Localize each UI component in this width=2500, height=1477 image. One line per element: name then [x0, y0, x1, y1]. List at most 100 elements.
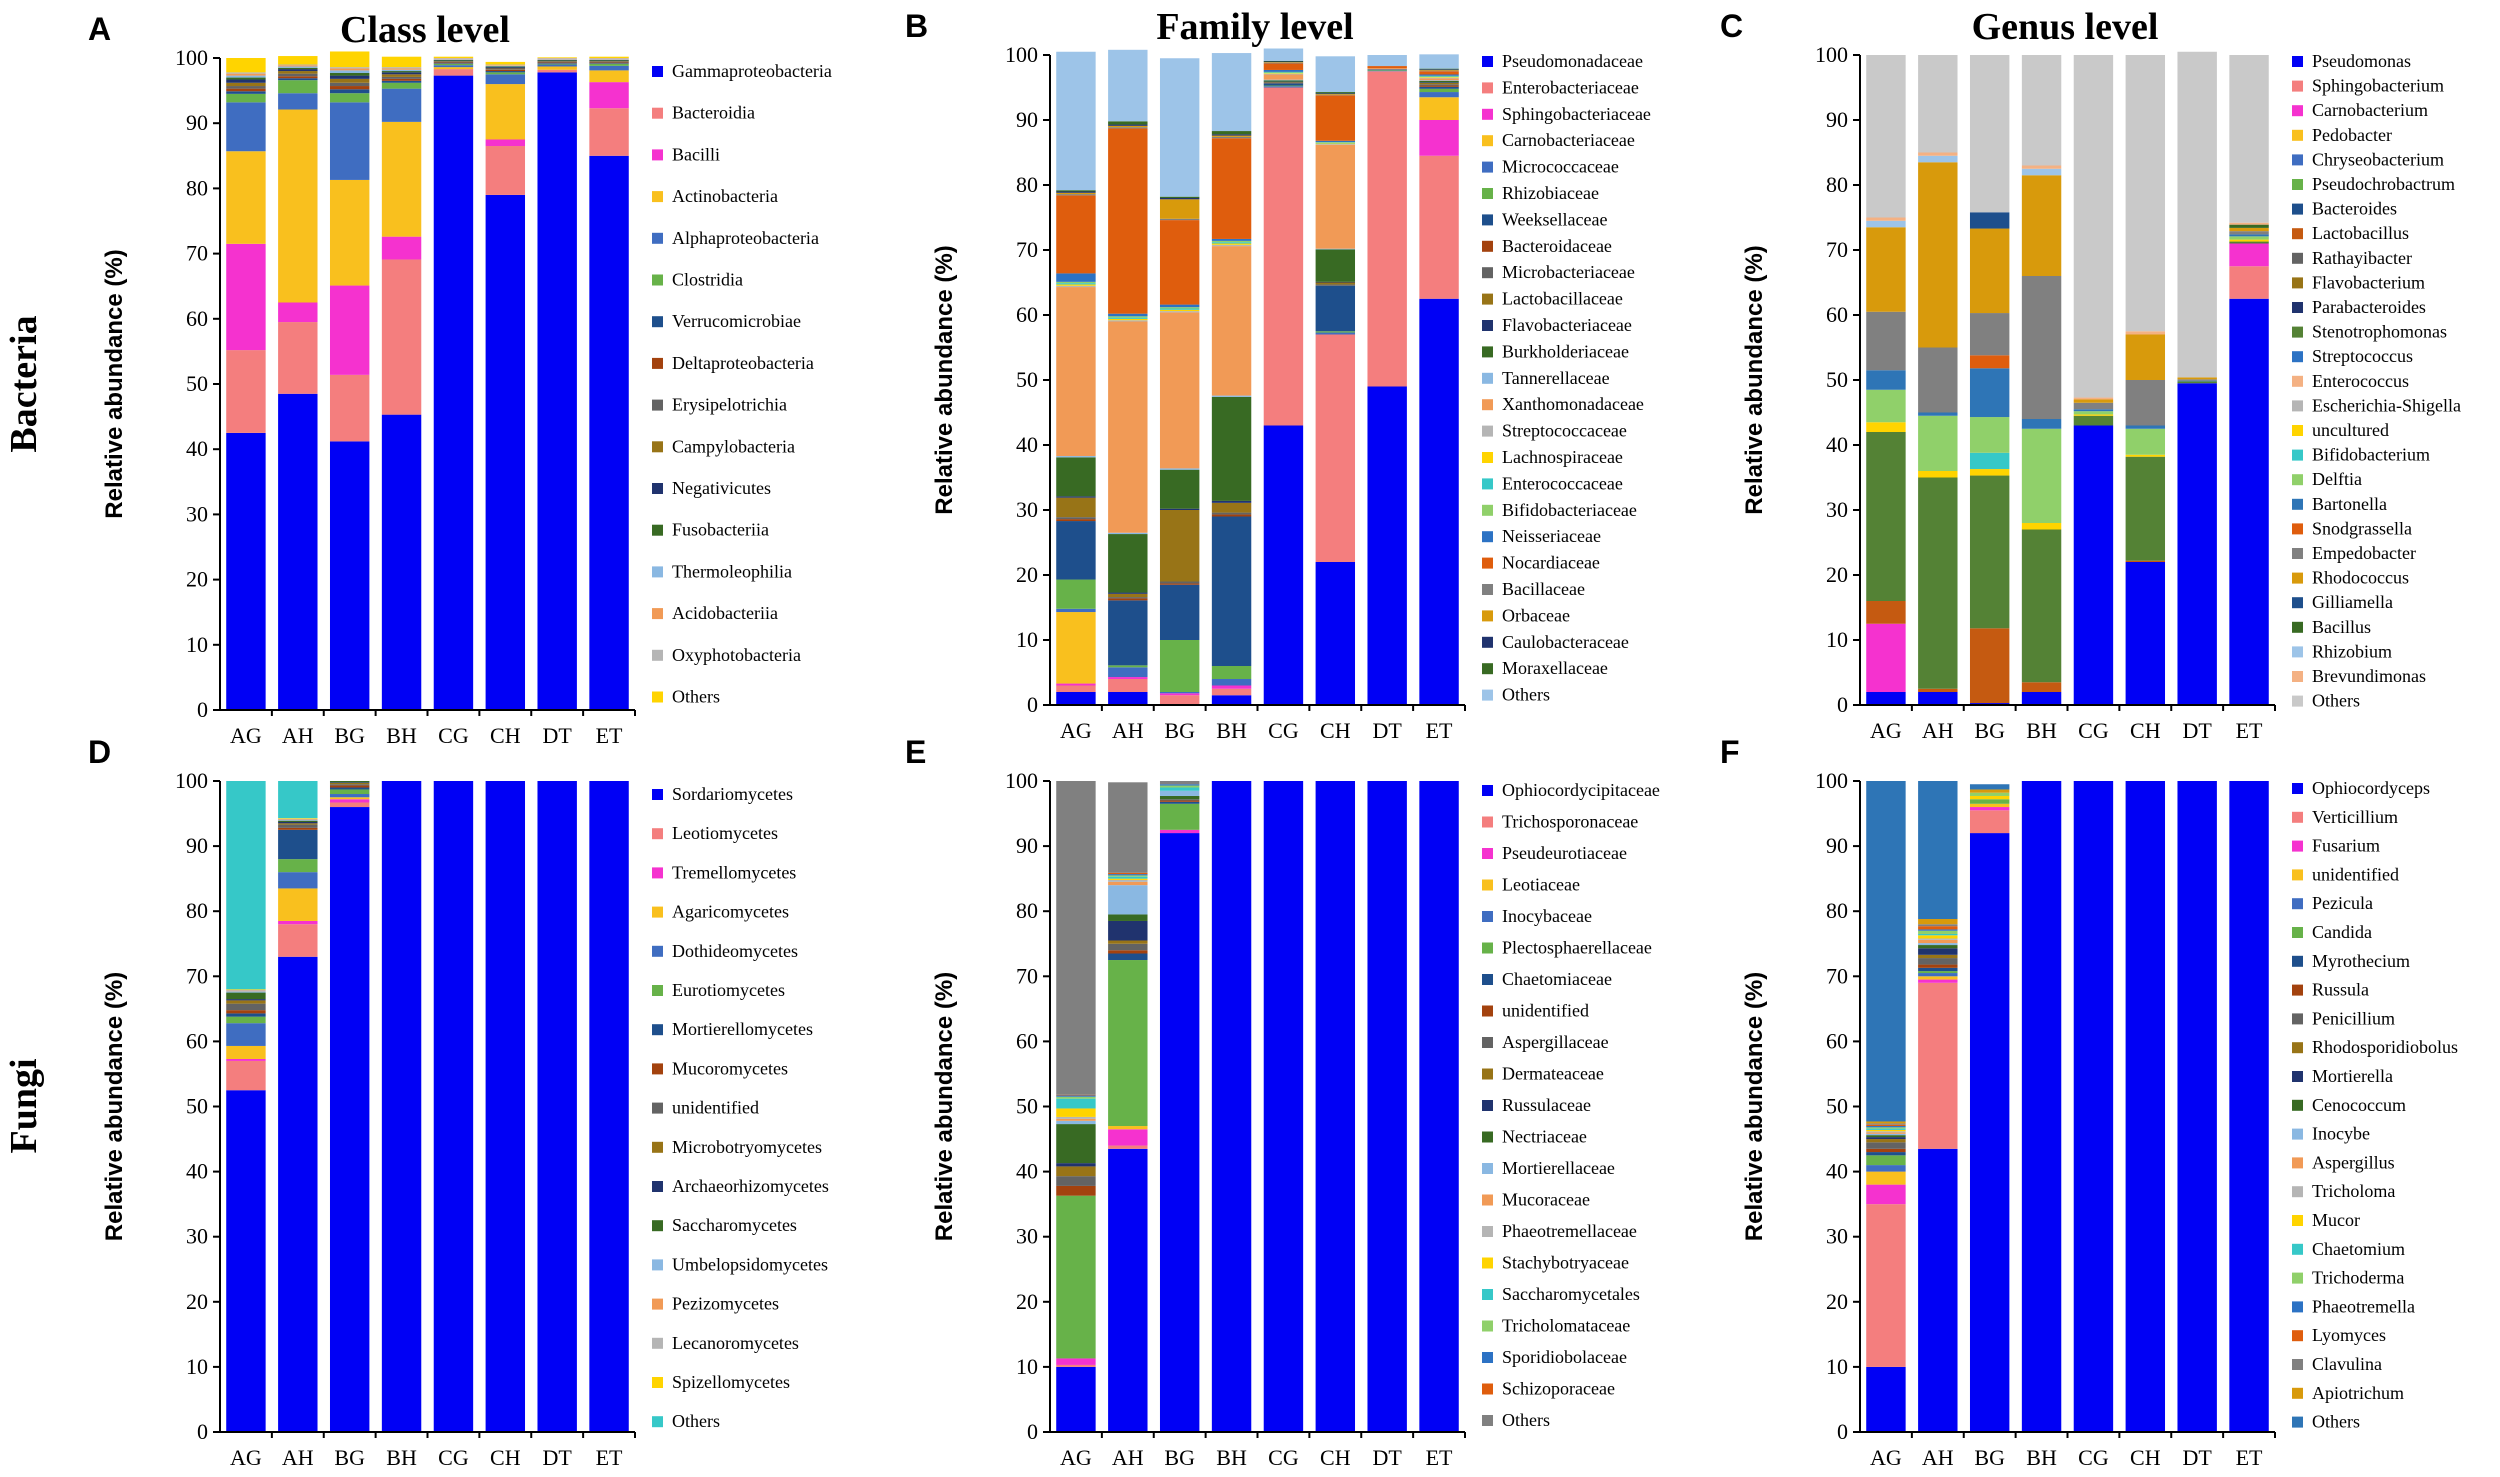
bar-ah-lyomyces — [1918, 926, 1958, 930]
bar-ah-pezicula — [1918, 973, 1958, 977]
bar-et-nocardiaceae — [1419, 71, 1459, 75]
bar-cg-verrucomicrobiae — [433, 63, 474, 64]
bar-et-bacteroidia — [589, 108, 629, 156]
row-labels: Bacteria Fungi — [3, 315, 45, 1153]
bar-ag-bartonella — [1866, 370, 1906, 390]
bar-bg-bacilli — [329, 285, 370, 375]
bar-ah-eurotiomycetes — [278, 859, 318, 873]
legend-label-enterobacteriaceae: Enterobacteriaceae — [1502, 77, 1639, 97]
bar-ah-tricholomataceae — [1108, 875, 1148, 877]
bar-bg-others — [1159, 58, 1200, 197]
bar-bh-xanthomonadaceae — [1211, 246, 1252, 396]
bar-ag-mucoromycetes — [226, 1010, 266, 1014]
legend-swatch-enterococcaceae — [1482, 478, 1493, 490]
bar-ah-stenotrophomonas — [1918, 477, 1958, 689]
bar-ag-apiotrichum — [1866, 1121, 1906, 1124]
legend-swatch-bifidobacterium — [2292, 449, 2303, 461]
bar-ah-others — [1918, 781, 1958, 920]
bar-ah-umbelopsidomycetes — [278, 820, 318, 821]
bar-cg-brevundimonas — [2073, 397, 2114, 400]
y-axis-title: Relative abundance (%) — [101, 972, 128, 1241]
bar-et-stenotrophomonas — [2229, 241, 2269, 244]
bar-ah-tricholoma — [1918, 938, 1958, 940]
panel-letter-c: C — [1720, 8, 1743, 44]
y-tick-label-90: 90 — [1826, 107, 1848, 132]
y-tick-label-10: 10 — [186, 1354, 208, 1379]
bar-cg-ophiocordycipitaceae — [1263, 781, 1304, 1432]
bar-cg-xanthomonadaceae — [1263, 74, 1304, 80]
panel-letter-f: F — [1720, 734, 1740, 770]
bar-ch-weeksellaceae — [1315, 285, 1356, 332]
bar-bg-bifidobacteriaceae — [1159, 307, 1200, 309]
bar-dt-enterobacteriaceae — [1367, 71, 1407, 387]
bar-ah-pseudomonas — [1918, 692, 1958, 705]
legend-label-aspergillaceae: Aspergillaceae — [1502, 1032, 1609, 1052]
bar-dt-fusobacteriia — [537, 59, 577, 61]
bar-ag-clavulina — [1866, 1123, 1906, 1125]
bar-bg-snodgrassella — [1969, 355, 2010, 369]
bar-ch-lactobacillus — [2125, 560, 2166, 562]
bar-ah-agaricomycetes — [278, 888, 318, 921]
bar-dt-acidobacteriia — [537, 58, 577, 60]
bar-bg-mucoromycetes — [329, 785, 370, 788]
bar-ah-microbacteriaceae — [1108, 597, 1148, 599]
y-tick-label-100: 100 — [1005, 768, 1038, 793]
x-tick-label-ch: CH — [1320, 1445, 1351, 1470]
bar-ah-pezizomycetes — [278, 819, 318, 821]
bar-dt-clostridia — [537, 63, 577, 65]
bar-ah-penicillium — [1918, 958, 1958, 965]
legend-swatch-russulaceae — [1482, 1100, 1493, 1111]
bar-bg-xanthomonadaceae — [1159, 312, 1200, 469]
row-label-bacteria: Bacteria — [3, 315, 45, 452]
bar-dt-micrococcaceae — [1367, 70, 1407, 72]
y-tick-label-0: 0 — [1837, 692, 1848, 717]
bar-ch-orbaceae — [1315, 94, 1356, 95]
legend-swatch-plectosphaerellaceae — [1482, 942, 1493, 954]
bar-bg-leotiomycetes — [329, 802, 370, 808]
bar-bh-ophiocordycipitaceae — [1211, 781, 1252, 1432]
bar-et-sphingobacterium — [2229, 266, 2269, 299]
bar-ah-russulaceae — [1108, 920, 1148, 941]
x-tick-label-dt: DT — [543, 1445, 573, 1470]
bar-cg-deltaproteobacteria — [433, 62, 474, 64]
legend-swatch-penicillium — [2292, 1013, 2303, 1025]
x-tick-label-ch: CH — [1320, 718, 1351, 743]
bar-bh-sphingobacteriaceae — [1211, 685, 1252, 689]
bar-ah-nectriaceae — [1108, 914, 1148, 921]
legend-label-phaeotremellaceae: Phaeotremellaceae — [1502, 1221, 1637, 1241]
y-tick-label-10: 10 — [1016, 627, 1038, 652]
bar-ah-lactobacillus — [1918, 688, 1958, 692]
bar-cg-orbaceae — [1263, 62, 1304, 63]
legend-label-mortierellomycetes: Mortierellomycetes — [672, 1019, 813, 1039]
y-tick-label-40: 40 — [1016, 1159, 1038, 1184]
bar-ah-rhizobium — [1918, 155, 1958, 163]
legend-swatch-campylobacteria — [652, 441, 663, 453]
bar-ch-rhizobiaceae — [1315, 331, 1356, 333]
y-tick-label-90: 90 — [1016, 833, 1038, 858]
legend-label-dermateaceae: Dermateaceae — [1502, 1064, 1604, 1084]
bar-et-bacilli — [589, 82, 629, 109]
y-tick-label-0: 0 — [1837, 1419, 1848, 1444]
legend-swatch-tremellomycetes — [652, 867, 663, 879]
bar-ah-trichoderma — [1918, 930, 1958, 934]
legend-label-lecanoromycetes: Lecanoromycetes — [672, 1333, 799, 1353]
legend-swatch-rhodococcus — [2292, 572, 2303, 584]
bar-ag-aspergillaceae — [1056, 1176, 1096, 1186]
bar-bh-others — [381, 56, 422, 68]
bar-cg-flavobacteriaceae — [1263, 81, 1304, 83]
bar-cg-bacillaceae — [1263, 62, 1304, 64]
bar-ag-deltaproteobacteria — [226, 88, 266, 92]
bar-bg-candida — [1969, 799, 2010, 804]
x-tick-label-et: ET — [1426, 1445, 1453, 1470]
y-tick-label-90: 90 — [186, 110, 208, 135]
legend-swatch-mortierella — [2292, 1071, 2303, 1082]
legend-swatch-carnobacteriaceae — [1482, 135, 1493, 147]
legend-label-enterococcaceae: Enterococcaceae — [1502, 473, 1623, 493]
bar-ah-enterococcaceae — [1108, 317, 1148, 319]
legend-swatch-caulobacteraceae — [1482, 636, 1493, 648]
legend-swatch-leotiomycetes — [652, 828, 663, 840]
bar-bg-eurotiomycetes — [329, 789, 370, 795]
legend-label-verrucomicrobiae: Verrucomicrobiae — [672, 311, 801, 331]
y-axis-title: Relative abundance (%) — [931, 972, 958, 1241]
